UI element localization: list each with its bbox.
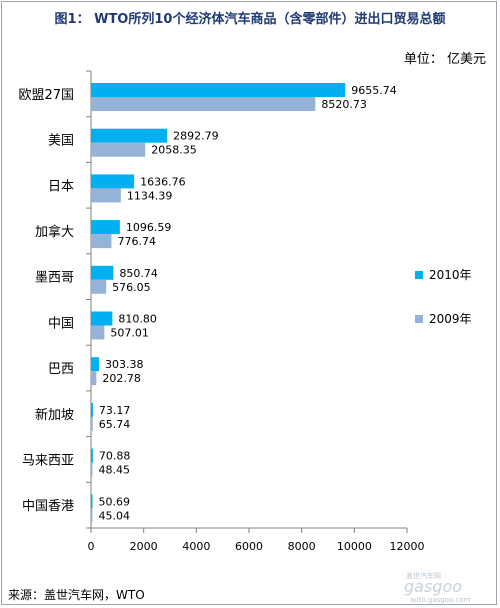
bar-2009: [91, 279, 107, 294]
x-tick-label: 2000: [130, 540, 158, 553]
bar-2009: [91, 234, 112, 249]
bar-2009: [91, 97, 316, 111]
bar-2009: [91, 188, 121, 203]
x-tick-label: 10000: [337, 540, 372, 553]
legend-label: 2010年: [429, 268, 472, 282]
data-label: 9655.74: [351, 84, 397, 97]
data-label: 850.74: [119, 267, 158, 280]
x-tick-label: 0: [88, 540, 95, 553]
data-label: 202.78: [102, 372, 141, 385]
category-label: 中国: [48, 316, 74, 331]
bar-2009: [91, 371, 97, 386]
bar-2010: [91, 494, 93, 509]
data-label: 1636.76: [140, 175, 186, 188]
category-label: 马来西亚: [22, 453, 74, 468]
data-label: 2058.35: [151, 144, 197, 157]
bar-2009: [91, 142, 146, 157]
data-label: 576.05: [112, 281, 150, 294]
legend-swatch: [415, 315, 423, 323]
bar-2009: [91, 416, 93, 431]
data-label: 303.38: [105, 358, 144, 371]
category-label: 新加坡: [35, 407, 74, 423]
category-label: 加拿大: [35, 224, 74, 240]
category-label: 巴西: [48, 362, 74, 377]
legend-label: 2009年: [429, 312, 472, 326]
data-label: 73.17: [99, 404, 131, 417]
bar-2010: [91, 357, 99, 372]
chart-title: 图1： WTO所列10个经济体汽车商品（含零部件）进出口贸易总额: [54, 12, 446, 27]
legend-swatch: [415, 271, 423, 279]
data-label: 507.01: [110, 327, 148, 340]
x-tick-label: 4000: [182, 540, 210, 553]
watermark-subtext: 盖世汽车网: [406, 571, 441, 580]
data-label: 1134.39: [127, 189, 173, 202]
x-tick-label: 6000: [235, 540, 263, 553]
data-label: 70.88: [99, 450, 131, 463]
gasgoo-watermark-logo: 盖世汽车网 gasgoo auto.gasgoo.com: [404, 571, 470, 604]
bar-2010: [91, 128, 168, 143]
category-label: 中国香港: [22, 499, 74, 514]
bar-2009: [91, 508, 93, 523]
data-label: 48.45: [99, 464, 131, 477]
bar-2010: [91, 448, 93, 463]
data-label: 776.74: [117, 235, 156, 248]
category-label: 日本: [48, 179, 74, 194]
bar-2010: [91, 174, 135, 189]
x-tick-label: 8000: [288, 540, 316, 553]
category-label: 欧盟27国: [18, 88, 74, 103]
bar-2010: [91, 83, 346, 97]
bar-2010: [91, 265, 114, 280]
watermark-url: auto.gasgoo.com: [410, 596, 470, 604]
source-note: 来源：盖世汽车网，WTO: [8, 588, 145, 602]
category-label: 美国: [48, 134, 74, 149]
data-label: 45.04: [99, 509, 131, 522]
data-label: 2892.79: [173, 130, 219, 143]
bar-2010: [91, 402, 93, 417]
x-tick-label: 12000: [390, 540, 425, 553]
bar-2010: [91, 311, 113, 326]
category-label: 墨西哥: [35, 271, 74, 286]
data-label: 8520.73: [321, 98, 367, 111]
bar-2009: [91, 462, 93, 477]
data-label: 65.74: [99, 418, 131, 431]
data-label: 810.80: [118, 313, 157, 326]
bar-2010: [91, 220, 120, 235]
bar-2009: [91, 325, 105, 340]
unit-label: 单位： 亿美元: [403, 52, 486, 67]
data-label: 50.69: [99, 495, 131, 508]
data-label: 1096.59: [126, 221, 171, 234]
watermark-text: gasgoo: [404, 577, 462, 596]
